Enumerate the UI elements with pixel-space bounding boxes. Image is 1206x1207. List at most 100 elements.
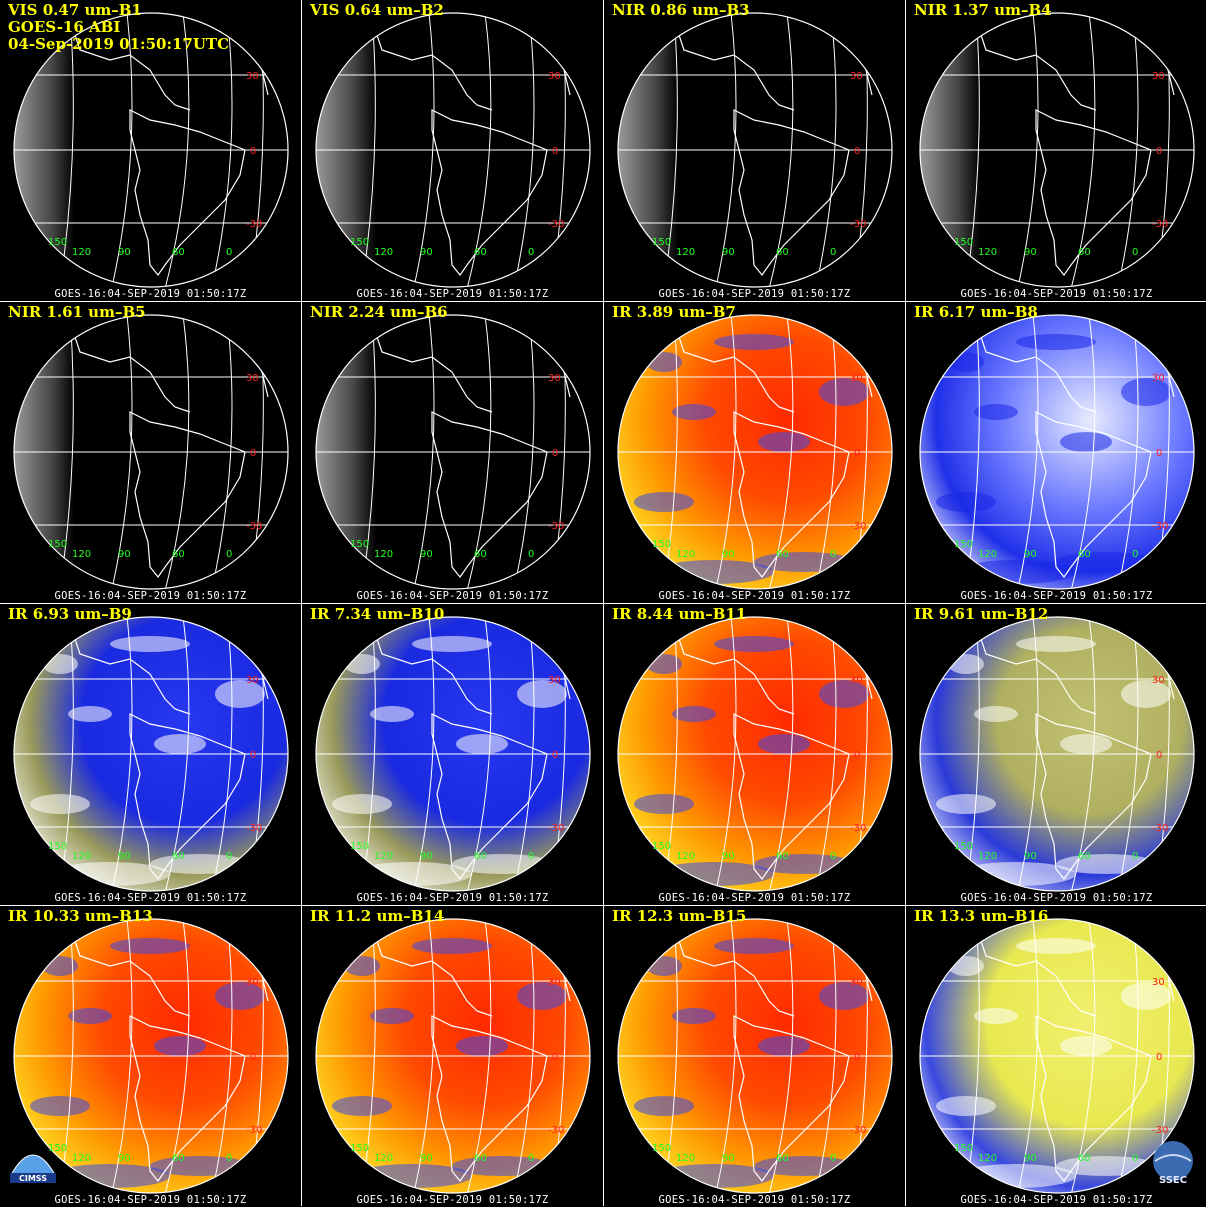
longitude-label: 60: [1078, 1153, 1091, 1164]
band-title: NIR 1.61 um–B5: [8, 303, 146, 321]
globe-image: 30 0 -30 150 120 90 60 0: [617, 616, 893, 892]
north-america-coast: [975, 321, 1097, 413]
longitude-label: 150: [954, 1143, 973, 1154]
longitude-line: [965, 315, 980, 589]
longitude-label: 120: [676, 1153, 695, 1164]
south-america-coast: [129, 109, 246, 277]
disk-limb: [617, 918, 893, 1194]
graticule: [14, 617, 288, 891]
longitude-label: 150: [350, 841, 369, 852]
longitude-line: [211, 315, 233, 589]
latitude-label: -30: [246, 823, 262, 834]
longitude-line: [715, 617, 737, 891]
cimss-logo-text: CIMSS: [19, 1174, 47, 1183]
cloud-blotch: [634, 1096, 694, 1116]
longitude-label: 0: [528, 851, 534, 862]
longitude-label: 90: [1024, 1153, 1037, 1164]
longitude-line: [59, 919, 74, 1193]
cloud-blotch: [819, 680, 869, 708]
latitude-label: 0: [250, 1052, 256, 1063]
longitude-line: [413, 617, 435, 891]
band-title: NIR 2.24 um–B6: [310, 303, 448, 321]
band-title: IR 8.44 um–B11: [612, 605, 747, 623]
longitude-label: 0: [1132, 851, 1138, 862]
longitude-label: 150: [652, 237, 671, 248]
latitude-label: 0: [1156, 146, 1162, 157]
longitude-line: [165, 13, 190, 287]
cloud-blotch: [456, 734, 508, 754]
longitude-label: 90: [722, 549, 735, 560]
latitude-label: 30: [1152, 675, 1165, 686]
longitude-label: 0: [830, 247, 836, 258]
longitude-line: [815, 13, 837, 287]
panel-timestamp: GOES-16:04-SEP-2019 01:50:17Z: [960, 590, 1153, 602]
cloud-blotch: [974, 706, 1018, 722]
cloud-blotch: [154, 1036, 206, 1056]
longitude-line: [59, 617, 74, 891]
latitude-label: -30: [548, 823, 564, 834]
cloud-blotch: [456, 1036, 508, 1056]
disk-limb: [315, 616, 591, 892]
longitude-line: [715, 13, 737, 287]
longitude-line: [1017, 13, 1039, 287]
south-america-coast: [1035, 109, 1152, 277]
latitude-label: 30: [1152, 71, 1165, 82]
latitude-label: -30: [246, 521, 262, 532]
cloud-blotch: [150, 854, 250, 874]
latitude-label: -30: [850, 1125, 866, 1136]
longitude-line: [663, 617, 678, 891]
south-america-coast: [129, 1015, 246, 1183]
longitude-label: 0: [1132, 1153, 1138, 1164]
longitude-label: 150: [954, 841, 973, 852]
longitude-line: [467, 919, 492, 1193]
globe-image: 30 0 -30 150 120 90 60 0: [919, 314, 1195, 590]
south-america-coast: [129, 411, 246, 579]
band-panel: 30 0 -30 150 120 90 60 0 NIR 1.37 um–B4 GOES-16:0…: [906, 0, 1206, 301]
cloud-blotch: [68, 706, 112, 722]
longitude-label: 150: [652, 539, 671, 550]
latitude-label: 0: [854, 448, 860, 459]
north-america-coast: [371, 925, 493, 1017]
longitude-label: 90: [420, 247, 433, 258]
latitude-label: 30: [548, 71, 561, 82]
cloud-blotch: [68, 1008, 112, 1024]
longitude-line: [165, 919, 190, 1193]
longitude-line: [769, 617, 794, 891]
cloud-blotch: [974, 1008, 1018, 1024]
longitude-label: 60: [172, 1153, 185, 1164]
band-panel: 30 0 -30 150 120 90 60 0 IR 3.89 um–B7 GOES-16:04…: [604, 302, 905, 603]
longitude-label: 120: [374, 1153, 393, 1164]
globe-image: 30 0 -30 150 120 90 60 0: [617, 314, 893, 590]
cloud-blotch: [754, 1156, 854, 1176]
panel-timestamp: GOES-16:04-SEP-2019 01:50:17Z: [54, 288, 247, 300]
latitude-label: 30: [246, 373, 259, 384]
band-panel: 30 0 -30 150 120 90 60 0 IR 6.17 um–B8 GOES-16:04…: [906, 302, 1206, 603]
band-panel: 30 0 -30 150 120 90 60 0 IR 7.34 um–B10 GOES-16:0…: [302, 604, 603, 905]
disk-limb: [919, 12, 1195, 288]
cloud-blotch: [758, 734, 810, 754]
latitude-label: -30: [548, 521, 564, 532]
longitude-label: 90: [118, 549, 131, 560]
latitude-label: 30: [850, 71, 863, 82]
cimss-logo-arc: [10, 1154, 56, 1176]
latitude-label: -30: [548, 1125, 564, 1136]
cloud-blotch: [452, 854, 552, 874]
longitude-label: 150: [350, 237, 369, 248]
cloud-blotch: [154, 734, 206, 754]
south-america-coast: [733, 109, 850, 277]
longitude-line: [769, 315, 794, 589]
longitude-label: 150: [954, 237, 973, 248]
latitude-label: 0: [1156, 1052, 1162, 1063]
band-title: IR 12.3 um–B15: [612, 907, 747, 925]
cimss-logo: CIMSS: [10, 1154, 56, 1183]
longitude-line: [361, 13, 376, 287]
cloud-texture: [634, 334, 869, 584]
cloud-blotch: [672, 404, 716, 420]
cloud-blotch: [1056, 552, 1156, 572]
longitude-line: [815, 617, 837, 891]
cloud-blotch: [819, 982, 869, 1010]
longitude-line: [361, 315, 376, 589]
longitude-label: 60: [776, 851, 789, 862]
latitude-label: 30: [246, 71, 259, 82]
cloud-blotch: [30, 1096, 90, 1116]
